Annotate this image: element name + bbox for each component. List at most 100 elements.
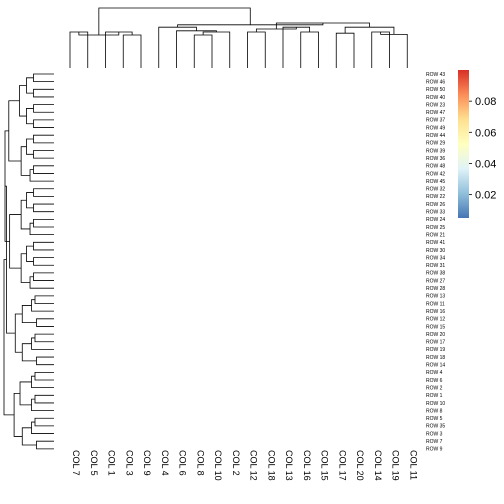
column-dendrogram-branch xyxy=(122,34,142,68)
row-dendrogram-branch xyxy=(21,305,37,324)
column-label: COL 3 xyxy=(124,450,134,476)
column-dendrogram-branch xyxy=(300,31,319,68)
row-label: ROW 38 xyxy=(426,271,445,277)
column-label: COL 18 xyxy=(266,450,276,481)
column-label: COL 12 xyxy=(249,450,259,481)
row-dendrogram-branch xyxy=(36,318,54,327)
column-labels: COL 7 COL 5 COL 1 COL 3 COL 9 COL 4 COL 6 COL 8… xyxy=(71,450,418,481)
row-dendrogram-branch xyxy=(34,333,54,343)
column-label: COL 11 xyxy=(408,450,418,480)
row-label: ROW 8 xyxy=(426,408,443,414)
row-dendrogram-branch xyxy=(34,295,54,304)
row-label: ROW 20 xyxy=(426,332,445,338)
column-dendrogram-branch xyxy=(282,26,311,68)
row-dendrogram-branch xyxy=(34,371,54,381)
column-label: COL 15 xyxy=(320,450,330,481)
row-label: ROW 17 xyxy=(426,340,445,346)
row-label: ROW 35 xyxy=(426,424,445,430)
row-label: ROW 1 xyxy=(426,393,443,399)
row-label: ROW 43 xyxy=(426,72,445,78)
colorbar: 0.02 0.04 0.06 0.08 xyxy=(458,70,496,218)
column-label: COL 10 xyxy=(213,450,223,481)
column-dendrogram-branch xyxy=(371,31,390,68)
row-label: ROW 44 xyxy=(426,133,445,139)
column-dendrogram-branch xyxy=(193,34,213,68)
row-label: ROW 49 xyxy=(426,125,445,131)
row-label: ROW 26 xyxy=(426,202,445,208)
row-label: ROW 6 xyxy=(426,378,443,384)
row-dendrogram-branch xyxy=(33,241,54,251)
row-dendrogram-branch xyxy=(26,77,34,94)
column-label: COL 1 xyxy=(107,450,117,476)
row-dendrogram-branch xyxy=(36,440,54,450)
row-dendrogram-branch xyxy=(33,73,54,83)
row-dendrogram-branch xyxy=(26,108,34,125)
row-label: ROW 31 xyxy=(426,263,445,269)
column-label: COL 13 xyxy=(284,450,294,481)
row-label: ROW 25 xyxy=(426,225,445,231)
row-label: ROW 23 xyxy=(426,102,445,108)
row-dendrogram-branch xyxy=(5,185,16,334)
row-label: ROW 11 xyxy=(426,301,445,307)
row-dendrogram-branch xyxy=(20,253,31,283)
column-dendrogram xyxy=(69,7,408,68)
row-dendrogram xyxy=(3,73,54,450)
row-label: ROW 22 xyxy=(426,194,445,200)
row-dendrogram-branch xyxy=(33,188,54,197)
row-label: ROW 40 xyxy=(426,95,445,101)
row-dendrogram-branch xyxy=(19,381,32,406)
column-dendrogram-branch xyxy=(176,30,217,68)
column-label: COL 17 xyxy=(337,450,347,481)
row-dendrogram-branch xyxy=(34,417,54,427)
row-label: ROW 14 xyxy=(426,363,445,369)
row-dendrogram-branch xyxy=(33,104,54,113)
column-label: COL 16 xyxy=(302,450,312,481)
row-label: ROW 7 xyxy=(426,439,443,445)
row-dendrogram-branch xyxy=(26,138,34,155)
row-label: ROW 13 xyxy=(426,294,445,300)
heatmap-body xyxy=(62,70,418,442)
column-dendrogram-branch xyxy=(105,31,133,68)
column-label: COL 19 xyxy=(391,450,401,481)
column-label: COL 20 xyxy=(355,450,365,481)
row-label: ROW 21 xyxy=(426,232,445,238)
column-dendrogram-branch xyxy=(380,32,408,68)
column-label: COL 5 xyxy=(89,450,99,476)
row-label: ROW 29 xyxy=(426,141,445,147)
column-label: COL 14 xyxy=(373,450,383,481)
column-dendrogram-branch xyxy=(247,31,266,68)
column-label: COL 8 xyxy=(195,450,205,476)
row-label: ROW 45 xyxy=(426,179,445,185)
row-label: ROW 30 xyxy=(426,248,445,254)
row-dendrogram-branch xyxy=(33,88,54,98)
heatmap-cells xyxy=(62,70,418,442)
row-label: ROW 5 xyxy=(426,416,443,422)
row-label: ROW 2 xyxy=(426,385,443,391)
row-dendrogram-branch xyxy=(21,427,37,446)
column-dendrogram-branch xyxy=(202,31,231,68)
row-label: ROW 46 xyxy=(426,79,445,85)
row-dendrogram-branch xyxy=(13,392,23,437)
row-label: ROW 24 xyxy=(426,217,445,223)
row-dendrogram-branch xyxy=(33,257,54,266)
row-label: ROW 47 xyxy=(426,110,445,116)
row-label: ROW 42 xyxy=(426,171,445,177)
row-dendrogram-branch xyxy=(9,214,22,269)
row-dendrogram-branch xyxy=(20,146,31,176)
row-label: ROW 33 xyxy=(426,210,445,216)
row-label: ROW 34 xyxy=(426,255,445,261)
row-label: ROW 32 xyxy=(426,187,445,193)
row-label: ROW 37 xyxy=(426,118,445,124)
row-dendrogram-branch xyxy=(26,245,34,262)
row-label: ROW 41 xyxy=(426,240,445,246)
row-dendrogram-branch xyxy=(20,199,31,230)
row-dendrogram-branch xyxy=(33,119,54,128)
column-label: COL 6 xyxy=(178,450,188,476)
row-label: ROW 4 xyxy=(426,370,443,376)
row-dendrogram-branch xyxy=(19,85,27,117)
row-label: ROW 27 xyxy=(426,278,445,284)
row-dendrogram-branch xyxy=(33,203,54,213)
column-label: COL 9 xyxy=(142,450,152,476)
